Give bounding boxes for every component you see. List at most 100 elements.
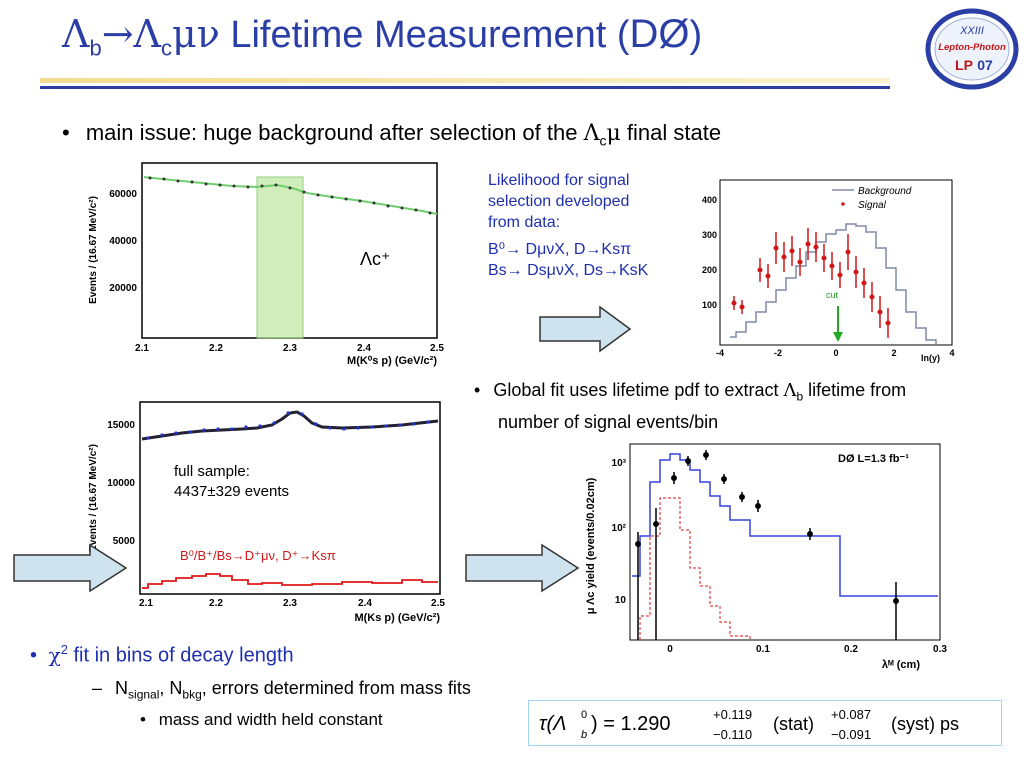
likelihood-line2: selection developed — [488, 193, 630, 210]
plot1-xtick-2.4: 2.4 — [357, 343, 371, 354]
result-stat: (stat) — [773, 714, 814, 734]
plot2-xtick-m2: -2 — [774, 348, 782, 358]
plot4-xtick-0.3: 0.3 — [933, 644, 947, 655]
plot-full-sample-mass: 5000 10000 15000 2.1 2.2 2.3 2.4 2.5 M(K… — [88, 401, 445, 624]
title-sub-b: b — [89, 35, 102, 61]
plot1-xtick-2.5: 2.5 — [430, 343, 444, 354]
plot2-ytick-100: 100 — [702, 300, 717, 310]
sub-bullet-mass-width: • mass and width held constant — [140, 710, 383, 730]
plot2-ytick-200: 200 — [702, 265, 717, 275]
result-stat-up: +0.119 — [713, 707, 752, 722]
plot1-ytick-40000: 40000 — [109, 236, 137, 247]
global-fit-lambda: Λ — [783, 380, 797, 401]
sub1-rest: , errors determined from mass fits — [201, 678, 471, 698]
bullet-main-issue: • main issue: huge background after sele… — [62, 120, 721, 148]
title-close: ) — [689, 14, 703, 56]
bullet-dot: • — [62, 120, 70, 145]
result-tau: τ(Λ — [539, 713, 566, 735]
plot3-xtick-2.1: 2.1 — [139, 598, 153, 609]
sub-bullet-nsignal: – Nsignal, Nbkg, errors determined from … — [92, 678, 471, 702]
arrow-right-icon-left — [13, 543, 128, 593]
logo-text-lp: LP — [955, 57, 973, 73]
plot1-ytick-20000: 20000 — [109, 283, 137, 294]
result-syst-up: +0.087 — [831, 707, 871, 722]
title-lambda-c: Λ — [133, 12, 161, 56]
full-sample-line1: full sample: — [174, 463, 250, 480]
lp07-logo: XXIII Lepton-Photon LP 07 — [925, 8, 1019, 90]
likelihood-line3: from data: — [488, 214, 561, 231]
plot3-xtick-2.2: 2.2 — [209, 598, 223, 609]
plot2-xtick-m4: -4 — [716, 348, 724, 358]
title-sub-c: c — [161, 35, 172, 61]
plot-lambda-c-mass: 20000 40000 60000 2.1 2.2 2.3 2.4 2.5 M(… — [88, 162, 444, 367]
plot3-xlabel: M(Ks p) (GeV/c²) — [354, 612, 440, 624]
logo-text-xxiii: XXIII — [959, 25, 984, 37]
title-arrow: → — [101, 12, 134, 56]
plot1-xtick-2.3: 2.3 — [283, 343, 297, 354]
sub2-text: mass and width held constant — [158, 710, 383, 729]
title-lambda-b: Λ — [62, 12, 90, 56]
sub1-signal: signal — [128, 687, 160, 702]
slide-title: Λb→Λcμν Lifetime Measurement (DØ) — [62, 12, 702, 62]
likelihood-decay1: B⁰→ DμνX, D→Ksπ — [488, 241, 632, 258]
bullet-tail: final state — [620, 120, 722, 145]
plot1-ytick-60000: 60000 — [109, 189, 137, 200]
plot3-xtick-2.5: 2.5 — [431, 598, 445, 609]
logo-text-07: 07 — [977, 57, 993, 73]
bullet-mu: μ — [606, 121, 621, 146]
plot2-xtick-4: 4 — [949, 348, 954, 358]
plot1-ylabel: Events / (16.67 MeV/c²) — [88, 196, 99, 304]
bullet-global-fit: • Global fit uses lifetime pdf to extrac… — [474, 378, 1019, 435]
plot4-ytick-100: 10² — [612, 523, 627, 534]
plot2-xtick-0: 0 — [833, 348, 838, 358]
plot3-ytick-10000: 10000 — [107, 478, 135, 489]
arrow-right-icon — [539, 305, 632, 353]
likelihood-decay2: Bs→ DsμνX, Ds→KsK — [488, 262, 649, 279]
plot1-xtick-2.1: 2.1 — [135, 343, 149, 354]
arrow-right-icon-middle — [465, 543, 580, 593]
result-sup-0: 0 — [581, 709, 587, 721]
full-sample-label: full sample: 4437±329 events — [174, 462, 289, 502]
sub1-comma: , N — [159, 678, 183, 698]
result-value: ) = 1.290 — [591, 713, 671, 735]
plot3-xtick-2.3: 2.3 — [283, 598, 297, 609]
plot4-xtick-0.2: 0.2 — [844, 644, 858, 655]
title-text: Lifetime Measurement ( — [219, 14, 630, 56]
title-d0: DØ — [629, 12, 690, 56]
bullet-main-issue-text: main issue: huge background after select… — [85, 120, 584, 145]
plot1-lambda-c-label: Λc⁺ — [360, 249, 391, 269]
plot3-ylabel: Events / (16.67 MeV/c²) — [88, 444, 99, 552]
plot2-legend-signal: Signal — [858, 200, 887, 211]
global-fit-text1: Global fit uses lifetime pdf to extract — [493, 380, 784, 400]
red-decay-label: B⁰/B⁺/Bs→D⁺μν, D⁺→Ksπ — [180, 548, 336, 563]
global-fit-sub-b: b — [796, 389, 804, 404]
plot3-xtick-2.4: 2.4 — [358, 598, 372, 609]
global-fit-text2: number of signal events/bin — [498, 411, 719, 432]
sub1-bkg: bkg — [182, 687, 202, 702]
plot4-ytick-1000: 10³ — [612, 458, 627, 469]
plot4-ytick-10: 10 — [615, 595, 627, 606]
lifetime-result-equation: τ(Λ 0 b ) = 1.290 +0.119 −0.110 (stat) +… — [539, 707, 959, 742]
title-underline-gold — [40, 78, 890, 83]
plot4-xlabel: λᴹ (cm) — [882, 659, 920, 671]
chi2-sup: 2 — [60, 642, 68, 657]
plot1-xtick-2.2: 2.2 — [209, 343, 223, 354]
plot3-ytick-5000: 5000 — [113, 536, 136, 547]
chi2-symbol: χ — [48, 642, 61, 667]
plot4-xtick-0.1: 0.1 — [756, 644, 770, 655]
bullet-sub-c: c — [599, 132, 607, 149]
plot4-label: DØ L=1.3 fb⁻¹ — [838, 453, 909, 465]
plot3-ytick-15000: 15000 — [107, 420, 135, 431]
full-sample-line2: 4437±329 events — [174, 483, 289, 500]
logo-text-lepton-photon: Lepton-Photon — [938, 42, 1006, 53]
lifetime-result-box: τ(Λ 0 b ) = 1.290 +0.119 −0.110 (stat) +… — [528, 700, 1002, 746]
plot2-ytick-300: 300 — [702, 230, 717, 240]
bullet-lambda: Λ — [583, 121, 600, 146]
chi2-text: fit in bins of decay length — [67, 644, 294, 667]
plot4-xtick-0: 0 — [667, 644, 673, 655]
sub1-dash: – — [92, 678, 103, 698]
title-underline-blue — [40, 86, 890, 89]
plot-likelihood-lny: cut Background Signal 100 200 300 400 -4… — [702, 179, 955, 363]
chi2-dot: • — [30, 644, 38, 667]
result-syst: (syst) ps — [891, 714, 959, 734]
